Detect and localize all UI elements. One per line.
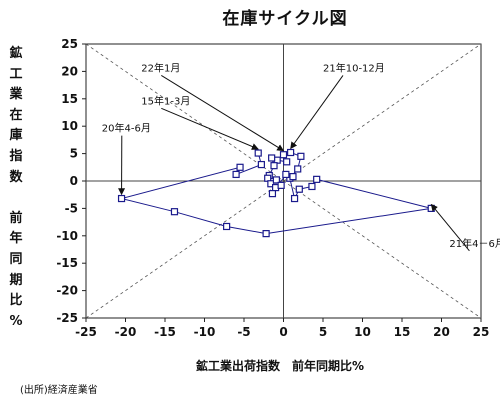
y-tick-label: -15 (56, 256, 78, 270)
data-point (283, 158, 291, 166)
annotations: 22年1月 21年10-12月 15年1-3月 20年4-6月 21年4－6月 (102, 61, 500, 252)
diagonal-down (85, 43, 482, 319)
data-point (267, 180, 275, 188)
data-point (287, 148, 295, 157)
y-tick-label: 10 (61, 119, 78, 133)
data-point (257, 160, 265, 169)
source-note: (出所)経済産業省 (20, 385, 98, 396)
annotation-label: 21年4－6月 (449, 237, 500, 250)
data-point (308, 182, 316, 191)
data-point (262, 230, 270, 238)
y-tick-label: 25 (61, 37, 78, 51)
tick-labels: -25 -20 -15 -10 -5 0 5 10 15 20 25 25 20 15 10 5 0 -5 -10 -… (56, 37, 489, 339)
x-tick-label: 15 (394, 325, 411, 339)
x-tick-label: -20 (115, 325, 137, 339)
x-tick-label: 10 (354, 325, 371, 339)
y-tick-label: 0 (70, 174, 78, 188)
y-tick-label: -25 (56, 311, 78, 325)
x-tick-label: -15 (154, 325, 176, 339)
y-tick-label: 5 (70, 147, 78, 161)
annotation-label: 21年10-12月 (323, 61, 385, 74)
y-tick-label: 15 (61, 92, 78, 106)
data-point (236, 163, 244, 171)
annotation-arrow (161, 74, 285, 152)
data-point (254, 149, 262, 157)
x-tick-label: -5 (237, 325, 250, 339)
data-point (117, 194, 126, 203)
data-point (294, 165, 302, 173)
x-tick-label: 5 (319, 325, 327, 339)
data-point (282, 170, 290, 179)
chart-title: 在庫サイクル図 (222, 9, 348, 29)
annotation-label: 20年4-6月 (102, 122, 151, 135)
y-tick-label: 20 (61, 64, 78, 78)
data-point (272, 176, 280, 184)
data-point (295, 185, 303, 193)
data-point (279, 151, 288, 159)
x-tick-label: 20 (433, 325, 450, 339)
data-point (270, 162, 278, 170)
y-axis-label: 鉱工業在庫指数 前年同期比% (9, 46, 23, 329)
data-point (170, 208, 179, 216)
plot-frame (85, 43, 482, 319)
annotation-arrow (290, 75, 344, 150)
x-tick-label: -10 (194, 325, 216, 339)
annotation-arrow (430, 203, 470, 252)
data-point (268, 190, 277, 198)
annotation-arrow (161, 107, 259, 150)
annotation-label: 15年1-3月 (141, 94, 190, 107)
data-point (277, 181, 285, 189)
annotation-label: 22年1月 (141, 61, 180, 74)
series-1 (117, 148, 435, 238)
data-point (289, 173, 297, 181)
data-point (313, 175, 321, 183)
data-point (223, 222, 231, 231)
data-point (290, 194, 299, 203)
x-tick-label: -25 (75, 325, 97, 339)
data-point (232, 170, 240, 179)
y-tick-label: -5 (65, 201, 78, 215)
data-point (268, 154, 276, 162)
x-axis-label: 鉱工業出荷指数 前年同期比% (196, 358, 364, 373)
y-tick-label: -10 (56, 229, 78, 243)
x-tick-label: 25 (473, 325, 490, 339)
data-point (297, 152, 305, 160)
x-tick-label: 0 (279, 325, 287, 339)
y-tick-label: -20 (56, 284, 78, 298)
